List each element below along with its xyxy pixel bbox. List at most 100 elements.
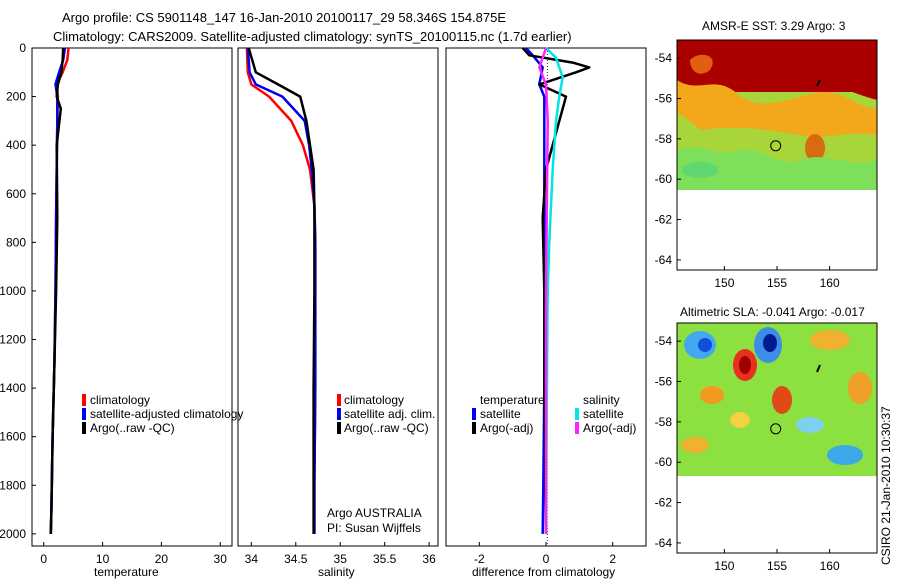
difference-lines: [521, 47, 591, 534]
map-x-tick-label: 160: [820, 276, 840, 290]
x-tick-label: 35: [334, 552, 348, 566]
sst-field-cool-patch: [682, 162, 718, 178]
x-tick-label: 34.5: [284, 552, 308, 566]
sla-low-3: [827, 445, 863, 465]
depth-tick-label: 1600: [0, 430, 26, 444]
sst-map-title: AMSR-E SST: 3.29 Argo: 3: [702, 19, 846, 33]
sst-field-eddy-east: [805, 134, 825, 162]
sla-map-field: [677, 323, 877, 476]
depth-tick-label: 1800: [0, 478, 26, 492]
map-y-tick-label: -54: [655, 334, 673, 348]
legend-label-argo: Argo(..raw -QC): [90, 421, 175, 435]
salinity-panel: 34 34.5 35 35.5 36 salinity climatology sate…: [237, 47, 439, 579]
x-tick-label: 2: [609, 552, 616, 566]
figure-title-line1: Argo profile: CS 5901148_147 16-Jan-2010…: [62, 10, 506, 25]
salinity-xlabel: salinity: [318, 565, 355, 579]
map-y-tick-label: -54: [655, 51, 673, 65]
series-line-argo-raw-qc: [49, 47, 65, 534]
legend-swatch-temp-argo: [472, 422, 476, 434]
legend-label-sal-argo: Argo(..raw -QC): [344, 421, 429, 435]
difference-x-ticks: -2 0 2: [474, 542, 616, 566]
x-tick-label: 0: [543, 552, 550, 566]
legend-label-sal-satellite: satellite adj. clim.: [344, 407, 435, 421]
legend-label-sal-argo-diff: Argo(-adj): [583, 421, 636, 435]
x-tick-label: 34: [245, 552, 259, 566]
sla-high-1-core: [739, 356, 751, 374]
x-tick-label: 30: [214, 552, 228, 566]
map-y-tick-label: -62: [655, 213, 673, 227]
depth-tick-label: 200: [6, 90, 26, 104]
legend-label-satellite-adjusted: satellite-adjusted climatology: [90, 407, 243, 421]
series-line-satellite-adj-clim: [246, 47, 317, 534]
sla-map-title: Altimetric SLA: -0.041 Argo: -0.017: [680, 305, 865, 319]
sla-high-2: [700, 386, 724, 404]
temperature-panel: 0 200 400 600 800 1000 1200 1400 1600 1800 2000 0 1…: [0, 41, 243, 579]
sla-low-2-core: [763, 334, 777, 352]
x-tick-label: 36: [422, 552, 436, 566]
legend-swatch-sal-satellite: [337, 408, 341, 420]
sla-low-4: [796, 417, 824, 433]
map-y-tick-label: -56: [655, 92, 673, 106]
legend-label-temp-argo: Argo(-adj): [480, 421, 533, 435]
map-x-tick-label: 160: [820, 559, 840, 573]
legend-title-temperature: temperature: [480, 393, 545, 407]
temperature-axes-box: [31, 47, 233, 547]
sla-map-panel: Altimetric SLA: -0.041 Argo: -0.017 -54 -…: [655, 305, 878, 573]
sla-high-4: [772, 386, 792, 414]
x-tick-label: 0: [40, 552, 47, 566]
figure-title-line2: Climatology: CARS2009. Satellite-adjuste…: [53, 29, 572, 44]
depth-tick-label: 1000: [0, 284, 26, 298]
salinity-note-line2: PI: Susan Wijffels: [327, 521, 421, 535]
depth-tick-label: 1400: [0, 381, 26, 395]
sst-field-eddy-west: [690, 54, 713, 74]
x-tick-label: 20: [155, 552, 169, 566]
sst-y-ticks: -54 -56 -58 -60 -62 -64: [655, 51, 681, 267]
legend-swatch-sal-satellite-diff: [575, 408, 579, 420]
sst-argo-track: [816, 79, 821, 87]
legend-swatch-argo: [82, 422, 86, 434]
depth-tick-label: 0: [19, 41, 26, 55]
sla-high-7: [681, 437, 709, 453]
sst-field-orange-band: [677, 80, 877, 137]
map-y-tick-label: -60: [655, 455, 673, 469]
difference-panel: -2 0 2 difference from climatology tempera…: [445, 47, 647, 579]
x-tick-label: -2: [474, 552, 485, 566]
salinity-note-line1: Argo AUSTRALIA: [327, 506, 422, 520]
legend-swatch-sal-argo-diff: [575, 422, 579, 434]
x-tick-label: 10: [96, 552, 110, 566]
legend-title-salinity: salinity: [583, 393, 620, 407]
map-x-tick-label: 150: [714, 559, 734, 573]
legend-swatch-sal-climatology: [337, 394, 341, 406]
legend-swatch-sal-argo: [337, 422, 341, 434]
difference-xlabel: difference from climatology: [472, 565, 615, 579]
depth-tick-label: 600: [6, 187, 26, 201]
sla-y-ticks: -54 -56 -58 -60 -62 -64: [655, 334, 681, 550]
legend-swatch-satellite-adjusted: [82, 408, 86, 420]
depth-tick-label: 1200: [0, 333, 26, 347]
sst-field-cool-south: [677, 147, 877, 190]
difference-legend: temperature salinity satellite Argo(-adj…: [472, 393, 636, 435]
legend-label-sal-satellite-diff: satellite: [583, 407, 624, 421]
map-y-tick-label: -56: [655, 375, 673, 389]
legend-label-climatology: climatology: [90, 393, 150, 407]
depth-tick-label: 400: [6, 138, 26, 152]
sst-float-marker: [770, 140, 782, 152]
legend-swatch-temp-satellite: [472, 408, 476, 420]
sst-x-ticks: 150 155 160: [714, 266, 840, 290]
sla-high-6: [730, 412, 750, 428]
map-x-tick-label: 155: [767, 559, 787, 573]
sst-field-warm-edge: [677, 40, 877, 100]
sla-high-5: [848, 372, 872, 404]
temperature-lines: [49, 47, 70, 534]
series-line-temperature-satellite: [525, 47, 546, 534]
series-line-temperature-argo-adj: [521, 47, 591, 534]
sla-float-marker: [770, 423, 782, 435]
temperature-x-ticks: 0 10 20 30: [40, 542, 227, 566]
map-y-tick-label: -58: [655, 132, 673, 146]
map-y-tick-label: -64: [655, 536, 673, 550]
depth-tick-label: 2000: [0, 527, 26, 541]
sla-low-1-core: [698, 338, 712, 352]
salinity-lines: [245, 47, 317, 534]
series-line-salinity-satellite: [544, 47, 564, 534]
